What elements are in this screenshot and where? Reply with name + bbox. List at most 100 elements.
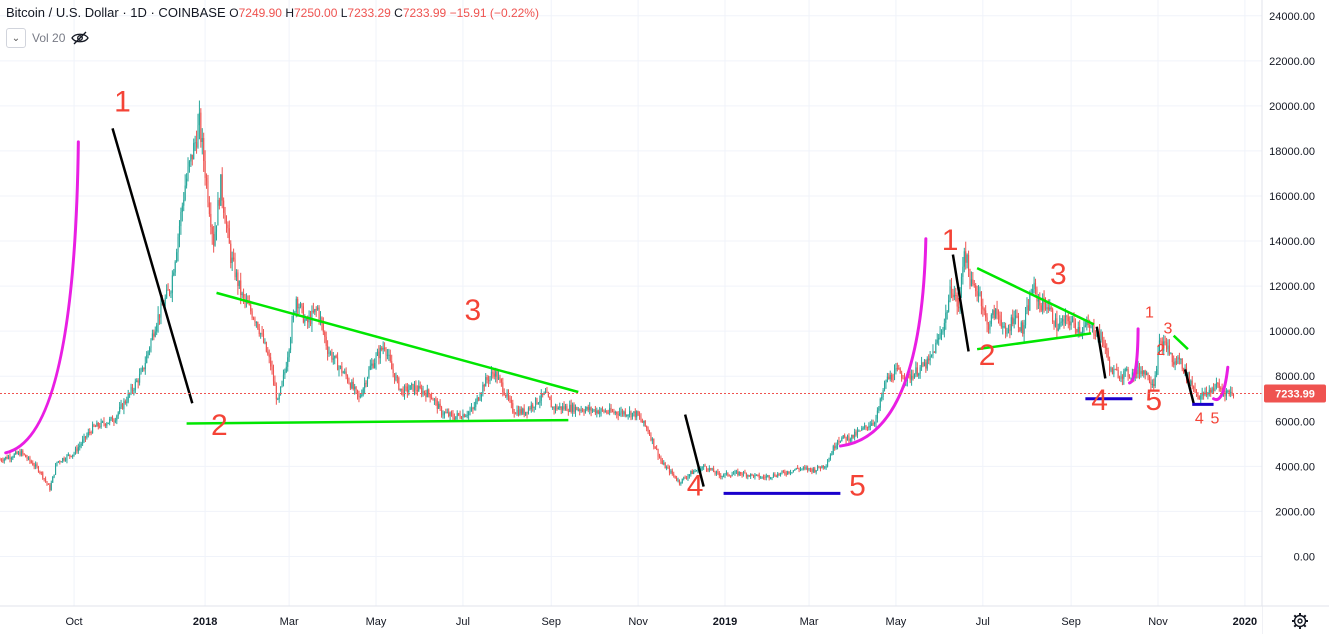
- candle-body: [804, 467, 806, 469]
- candle-body: [1089, 324, 1091, 328]
- candle-body: [426, 389, 428, 398]
- candle-body: [111, 417, 114, 422]
- candle-body: [33, 465, 35, 467]
- candle-body: [583, 411, 585, 413]
- candle-body: [1151, 383, 1153, 385]
- wave-number-label: 3: [1050, 258, 1067, 291]
- chevron-down-icon[interactable]: ⌄: [6, 28, 26, 48]
- candle-body: [1180, 359, 1182, 361]
- candle-body: [1224, 392, 1226, 397]
- candle-body: [845, 436, 847, 441]
- candle-body: [381, 347, 383, 350]
- candle-body: [405, 386, 407, 388]
- candle-body: [408, 389, 410, 393]
- candle-body: [711, 468, 713, 470]
- candle-body: [731, 474, 733, 477]
- candle-body: [86, 435, 88, 438]
- candle-body: [747, 475, 749, 477]
- change-value: −15.91 (−0.22%): [449, 6, 539, 20]
- candle-body: [1160, 340, 1162, 342]
- candle-body: [1200, 395, 1202, 400]
- candle-body: [621, 410, 624, 415]
- candle-body: [1230, 391, 1232, 393]
- candle-body: [818, 466, 820, 468]
- candle-body: [46, 481, 48, 484]
- candle-body: [1081, 331, 1084, 333]
- candle-body: [114, 420, 116, 422]
- candle-body: [748, 475, 750, 477]
- candle-series: [0, 100, 1235, 492]
- candle-body: [983, 309, 985, 311]
- candle-body: [777, 473, 779, 477]
- candle-body: [788, 471, 790, 474]
- candle-body: [327, 345, 329, 354]
- candle-body: [1177, 357, 1179, 364]
- candle-body: [341, 366, 343, 373]
- candle-body: [395, 376, 397, 381]
- candle-body: [651, 438, 653, 441]
- candle-body: [214, 231, 216, 246]
- candle-body: [634, 411, 636, 418]
- candle-body: [838, 440, 840, 442]
- candle-body: [66, 455, 68, 461]
- gear-icon[interactable]: [1291, 612, 1309, 630]
- candle-body: [1013, 318, 1015, 324]
- candle-body: [855, 431, 857, 436]
- candle-body: [1205, 391, 1207, 396]
- eye-crossed-icon[interactable]: [71, 31, 90, 45]
- close-value: 7233.99: [402, 6, 447, 20]
- candle-body: [241, 293, 243, 296]
- candle-body: [1220, 387, 1222, 390]
- candle-body: [211, 227, 213, 234]
- candle-body: [425, 393, 427, 398]
- candle-body: [858, 430, 860, 432]
- candle-body: [127, 393, 129, 402]
- candle-body: [901, 373, 903, 379]
- wave-arc: [838, 237, 928, 448]
- candle-body: [220, 174, 222, 206]
- candle-body: [36, 464, 38, 467]
- candle-body: [969, 270, 971, 286]
- candle-body: [203, 138, 205, 161]
- candle-body: [1225, 390, 1227, 397]
- y-tick-label: 18000.00: [1269, 146, 1315, 158]
- symbol-title[interactable]: Bitcoin / U.S. Dollar · 1D · COINBASE: [6, 5, 226, 20]
- wave-arc: [1128, 327, 1140, 385]
- candle-body: [693, 471, 695, 475]
- wave-number-label: 1: [1145, 305, 1154, 322]
- candle-body: [526, 411, 528, 414]
- candle-body: [567, 410, 569, 412]
- candle-body: [500, 379, 502, 383]
- candle-body: [784, 472, 786, 474]
- candle-body: [396, 376, 398, 378]
- candle-body: [7, 456, 10, 459]
- candle-body: [945, 312, 947, 323]
- candle-body: [248, 303, 250, 305]
- candle-body: [727, 472, 729, 476]
- candle-body: [1183, 368, 1185, 373]
- candle-body: [1111, 368, 1113, 375]
- candle-body: [1167, 345, 1169, 350]
- candle-body: [429, 393, 431, 398]
- candle-body: [264, 342, 266, 344]
- candle-body: [1173, 362, 1175, 365]
- candle-body: [772, 474, 774, 478]
- candle-body: [970, 279, 972, 286]
- candle-body: [378, 351, 380, 359]
- candle-body: [346, 375, 349, 382]
- candle-body: [177, 236, 179, 253]
- volume-label[interactable]: Vol 20: [32, 31, 66, 45]
- candle-body: [188, 161, 190, 167]
- candle-body: [1010, 317, 1012, 331]
- candle-body: [379, 347, 381, 359]
- candle-body: [473, 406, 475, 409]
- candle-body: [700, 468, 702, 472]
- candle-body: [591, 410, 594, 412]
- candle-body: [637, 411, 639, 416]
- candle-body: [15, 451, 17, 455]
- y-tick-label: 6000.00: [1275, 416, 1315, 428]
- candle-body: [616, 412, 618, 415]
- candle-body: [181, 205, 183, 212]
